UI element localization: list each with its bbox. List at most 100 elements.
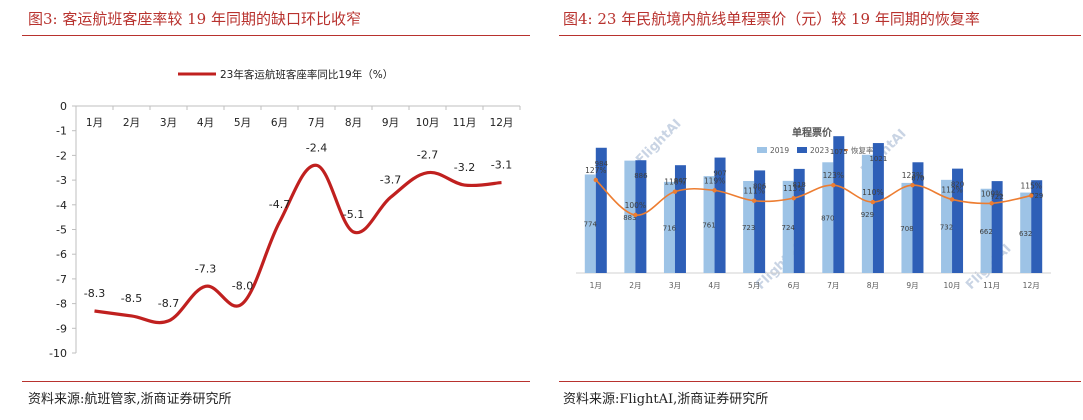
y-tick-label: -3: [56, 174, 67, 187]
recovery-line: [595, 179, 1032, 216]
bar-2023: [595, 147, 607, 273]
bar-label-2019: 708: [900, 225, 913, 233]
legend-label-2019: 2019: [770, 146, 789, 155]
bar-label-2023: 818: [793, 181, 806, 189]
recovery-point: [910, 182, 915, 188]
bar-label-2023: 820: [951, 181, 964, 189]
y-tick-label: 0: [60, 100, 67, 113]
bar-2019: [822, 162, 834, 273]
series-line: [94, 163, 502, 325]
recovery-label: 113%: [783, 184, 804, 193]
fare-bar-chart: FlightAIFlightAIFlightAIFlightAI单程票价2019…: [576, 117, 1051, 293]
recovery-point: [593, 177, 598, 183]
bar-label-2023: 847: [674, 177, 687, 185]
recovery-label: 119%: [704, 176, 725, 185]
data-label: -2.7: [417, 149, 438, 162]
bar-2019: [861, 154, 873, 273]
x-tick-label: 9月: [906, 281, 918, 290]
bar-label-2019: 662: [979, 228, 992, 236]
bar-2019: [584, 174, 596, 273]
x-tick-label: 11月: [983, 281, 1000, 290]
x-tick-label: 5月: [234, 117, 251, 129]
y-tick-label: -1: [56, 125, 67, 138]
x-tick-label: 2月: [629, 281, 641, 290]
recovery-label: 111%: [743, 187, 764, 196]
bar-label-2023: 806: [753, 182, 767, 190]
recovery-label: 127%: [585, 166, 606, 175]
recovery-point: [633, 212, 638, 218]
load-factor-line-chart: 23年客运航班客座率同比19年（%） 0 -1 -2 -3 -4 -5 -6 -7 -8 -9 -10…: [49, 68, 521, 360]
bar-label-2019: 761: [702, 222, 715, 230]
recovery-label: 109%: [981, 189, 1002, 198]
bar-label-2019: 732: [940, 223, 953, 231]
recovery-label: 110%: [862, 188, 883, 197]
recovery-label: 112%: [941, 185, 962, 194]
recovery-point: [870, 199, 876, 205]
legend: 23年客运航班客座率同比19年（%）: [178, 68, 393, 81]
recovery-label: 123%: [902, 171, 923, 180]
y-tick-label: -8: [56, 298, 67, 311]
right-figure-panel: 图4: 23 年民航境内航线单程票价（元）较 19 年同期的恢复率 Flight…: [551, 0, 1083, 420]
legend-swatch-2019: [757, 147, 767, 153]
bar-label-2019: 632: [1019, 230, 1032, 238]
left-source-rule: [22, 381, 530, 382]
recovery-label: 100%: [625, 201, 646, 210]
bar-label-2023: 907: [713, 170, 726, 178]
left-figure-source: 资料来源:航班管家,浙商证券研究所: [28, 392, 232, 407]
right-title-rule: [559, 35, 1081, 36]
x-tick-label: 1月: [590, 281, 602, 290]
bar-label-2019: 716: [663, 224, 677, 232]
data-label: -8.0: [232, 280, 253, 293]
recovery-label: 115%: [1020, 182, 1041, 191]
data-label: -4.7: [269, 198, 290, 211]
watermark-text: FlightAI: [633, 117, 684, 168]
data-label: -8.5: [121, 292, 142, 305]
bar-2023: [833, 136, 845, 273]
bar-2023: [872, 143, 884, 273]
bar-2023: [793, 168, 805, 273]
recovery-point: [831, 182, 836, 188]
bar-2019: [782, 180, 794, 273]
x-tick-label: 3月: [669, 281, 681, 290]
bar-2023: [714, 157, 726, 273]
recovery-label: 118%: [664, 178, 685, 187]
x-tick-label: 10月: [944, 281, 961, 290]
bar-label-2023: 729: [1030, 192, 1043, 200]
recovery-point: [751, 198, 757, 203]
bar-label-2023: 1075: [830, 148, 848, 156]
chart-title: 单程票价: [792, 126, 833, 139]
bar-2023: [674, 165, 686, 273]
bar-2019: [743, 180, 755, 273]
recovery-point: [791, 195, 796, 201]
legend-label: 23年客运航班客座率同比19年（%）: [220, 68, 393, 81]
bar-label-2023: 1021: [869, 155, 887, 163]
right-figure-source: 资料来源:FlightAI,浙商证券研究所: [563, 392, 769, 407]
x-tick-label: 7月: [308, 117, 325, 129]
legend-label-recovery: 恢复率: [851, 145, 874, 155]
data-label: -7.3: [195, 262, 216, 275]
right-figure-title: 图4: 23 年民航境内航线单程票价（元）较 19 年同期的恢复率: [563, 10, 980, 28]
x-tick-label: 8月: [867, 281, 879, 290]
bar-label-2023: 870: [911, 174, 924, 182]
data-label: -2.4: [306, 141, 327, 154]
x-tick-label: 11月: [453, 117, 477, 129]
bar-2019: [1020, 192, 1032, 273]
recovery-point: [989, 201, 994, 206]
data-label: -3.7: [380, 173, 401, 186]
bar-2023: [912, 162, 924, 273]
bar-2019: [624, 160, 636, 273]
bar-label-2019: 724: [782, 224, 796, 232]
x-tick-label: 4月: [197, 117, 214, 129]
bar-label-2019: 870: [821, 215, 834, 223]
x-tick-label: 4月: [708, 281, 720, 290]
bar-2019: [703, 176, 715, 273]
recovery-point: [672, 189, 678, 194]
x-tick-label: 3月: [160, 117, 177, 129]
y-tick-label: -4: [56, 199, 67, 212]
x-tick-label: 5月: [748, 281, 760, 290]
recovery-point: [712, 188, 717, 193]
x-tick-label: 6月: [271, 117, 288, 129]
recovery-label: 123%: [823, 171, 844, 180]
bar-2019: [901, 182, 913, 273]
x-tick-label: 7月: [827, 281, 839, 290]
